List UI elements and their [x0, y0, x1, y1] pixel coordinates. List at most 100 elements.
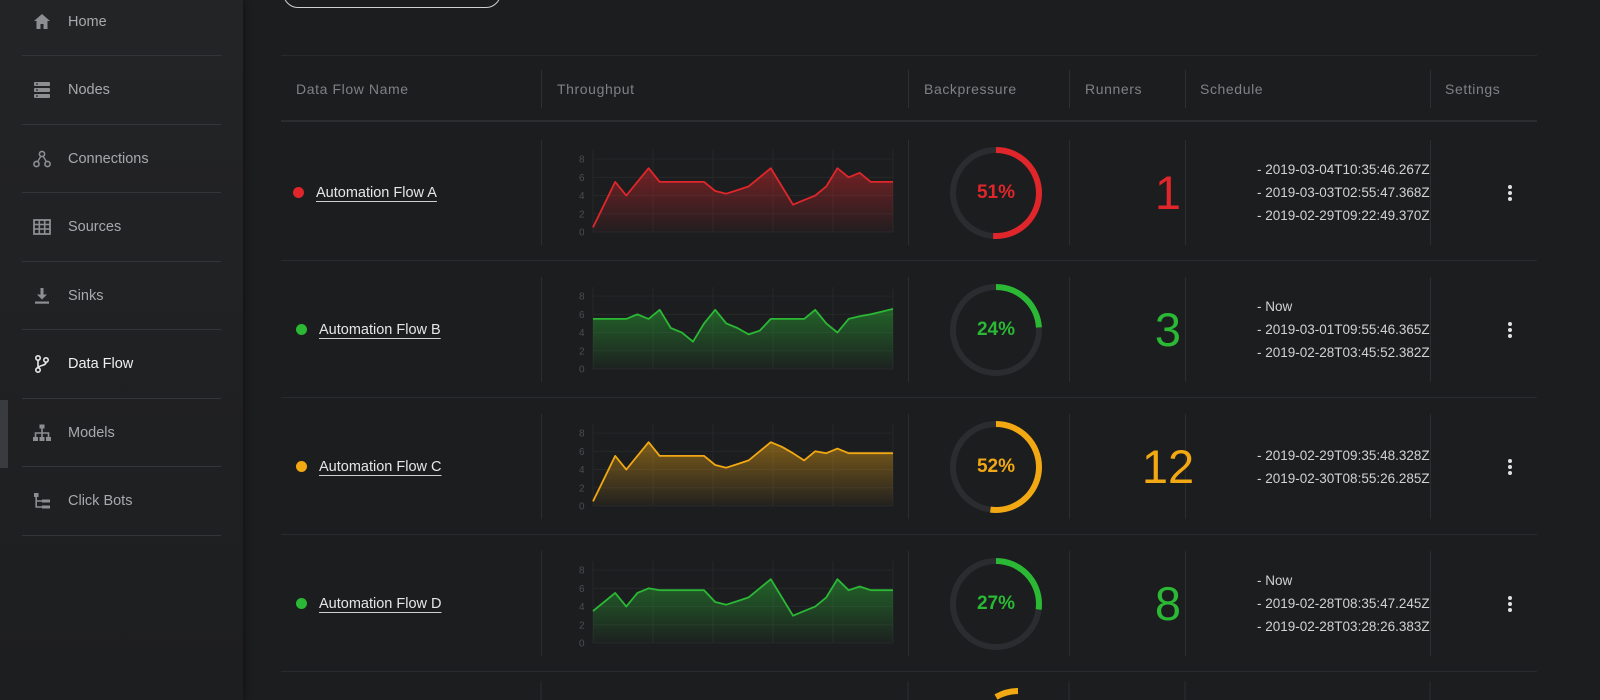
throughput-area: [593, 308, 893, 369]
schedule-entry: - 2019-02-28T08:35:47.245Z: [1257, 596, 1430, 611]
throughput-chart: 8 6 4 2 0: [561, 553, 901, 655]
header-settings: Settings: [1445, 81, 1501, 97]
flow-name-link[interactable]: Automation Flow A: [316, 184, 437, 201]
y-tick-label: 8: [579, 566, 585, 577]
throughput-line: [593, 308, 894, 343]
throughput-area: [593, 579, 893, 643]
throughput-chart: 8 6 4 2 0: [561, 279, 901, 381]
settings-menu-button[interactable]: [1500, 456, 1520, 478]
cell-separator: [541, 414, 542, 519]
cell-separator: [1069, 551, 1070, 656]
sidebar-item-home[interactable]: Home: [22, 0, 221, 56]
cell-separator: [1069, 277, 1070, 382]
server-icon: [32, 80, 52, 100]
header-name: Data Flow Name: [296, 81, 409, 97]
settings-menu-button[interactable]: [1500, 182, 1520, 204]
active-indicator: [0, 400, 8, 468]
y-tick-label: 4: [579, 328, 585, 339]
sidebar-item-label: Connections: [68, 150, 149, 167]
flow-name-link[interactable]: Automation Flow C: [319, 458, 442, 475]
connections-icon: [32, 149, 52, 169]
table-row-partial: [281, 673, 1537, 700]
schedule-entry: - 2019-02-29T09:35:48.328Z: [1257, 447, 1430, 463]
y-tick-label: 2: [579, 346, 585, 357]
y-tick-label: 8: [579, 429, 585, 440]
flow-name-cell: Automation Flow A: [293, 124, 437, 261]
flow-name-link[interactable]: Automation Flow D: [319, 595, 442, 612]
schedule-list: - Now - 2019-03-01T09:55:46.365Z - 2019-02…: [1257, 261, 1430, 398]
runners-count: 1: [1154, 166, 1182, 219]
header-schedule: Schedule: [1200, 81, 1264, 97]
table-row: Automation Flow D 8 6 4 2 0 27% 8 - Now - 2019-02…: [281, 535, 1537, 672]
schedule-entry: - 2019-03-03T02:55:47.368Z: [1257, 185, 1430, 200]
status-dot: [293, 187, 304, 198]
schedule-list: - 2019-03-04T10:35:46.267Z - 2019-03-03T0…: [1257, 124, 1430, 261]
cell-separator: [1430, 551, 1431, 656]
schedule-list: - Now - 2019-02-28T08:35:47.245Z - 2019-02…: [1257, 535, 1430, 672]
top-action-button[interactable]: [283, 0, 501, 8]
sidebar-item-label: Nodes: [68, 82, 110, 98]
sidebar-item-sources[interactable]: Sources: [22, 194, 221, 262]
schedule-entry: - 2019-02-28T03:28:26.383Z: [1257, 619, 1430, 634]
sidebar: Home Nodes Connections Sources Sinks Data Flo…: [0, 0, 243, 700]
cell-separator: [1069, 140, 1070, 245]
cell-separator: [1069, 414, 1070, 519]
table-icon: [32, 217, 52, 237]
sidebar-item-data-flow[interactable]: Data Flow: [22, 331, 221, 399]
runners-count: 12: [1141, 440, 1195, 493]
throughput-line: [592, 441, 893, 502]
backpressure-value: 52%: [976, 456, 1016, 477]
cell-separator: [908, 140, 909, 245]
schedule-entry: - 2019-02-29T09:22:49.370Z: [1257, 208, 1430, 223]
sidebar-item-label: Sinks: [68, 287, 104, 304]
settings-menu-button[interactable]: [1500, 319, 1520, 341]
header-separator: [541, 70, 542, 108]
schedule-entry: - 2019-03-01T09:55:46.365Z: [1257, 322, 1430, 337]
throughput-line: [592, 167, 893, 228]
status-dot: [296, 324, 307, 335]
cell-separator: [1185, 140, 1186, 245]
backpressure-value: 24%: [976, 319, 1016, 340]
cell-separator: [541, 277, 542, 382]
download-icon: [32, 286, 52, 306]
cell-separator: [1185, 414, 1186, 519]
sidebar-item-connections[interactable]: Connections: [22, 125, 221, 193]
settings-menu-button[interactable]: [1500, 593, 1520, 615]
status-dot: [296, 598, 307, 609]
header-separator: [1430, 70, 1431, 108]
y-tick-label: 6: [579, 447, 585, 458]
y-tick-label: 0: [579, 365, 585, 376]
cell-separator: [1185, 277, 1186, 382]
divider: [281, 55, 1537, 56]
cell-separator: [541, 140, 542, 245]
backpressure-value: 27%: [976, 593, 1016, 614]
sidebar-item-models[interactable]: Models: [22, 399, 221, 467]
schedule-entry: - 2019-02-28T03:45:52.382Z: [1257, 345, 1430, 360]
sidebar-item-nodes[interactable]: Nodes: [22, 57, 221, 125]
y-tick-label: 0: [579, 228, 585, 239]
y-tick-label: 6: [579, 584, 585, 595]
flow-name-link[interactable]: Automation Flow B: [319, 321, 441, 338]
y-tick-label: 4: [579, 191, 585, 202]
cell-separator: [1430, 414, 1431, 519]
sidebar-item-sinks[interactable]: Sinks: [22, 262, 221, 330]
gauge-fill: [950, 147, 1042, 239]
y-tick-label: 6: [579, 173, 585, 184]
table-row: Automation Flow A 8 6 4 2 0 51% 1 - 2019-03-04T1…: [281, 124, 1537, 261]
y-tick-label: 4: [579, 465, 585, 476]
table-row: Automation Flow C 8 6 4 2 0 52% 12 - 2019-02-29T…: [281, 398, 1537, 535]
sidebar-item-click-bots[interactable]: Click Bots: [22, 468, 221, 536]
home-icon: [32, 12, 52, 32]
flow-name-cell: Automation Flow B: [296, 261, 441, 398]
throughput-chart: 8 6 4 2 0: [561, 142, 901, 244]
throughput-area: [593, 442, 893, 506]
y-tick-label: 4: [579, 602, 585, 613]
header-backpressure: Backpressure: [924, 81, 1017, 97]
y-tick-label: 2: [579, 620, 585, 631]
main-content: Data Flow Name Throughput Backpressure R…: [243, 0, 1600, 700]
more-vertical-icon: [1508, 322, 1512, 326]
throughput-area: [593, 168, 893, 232]
flow-name-cell: Automation Flow D: [296, 535, 442, 672]
more-vertical-icon: [1508, 596, 1512, 600]
cell-separator: [1430, 277, 1431, 382]
